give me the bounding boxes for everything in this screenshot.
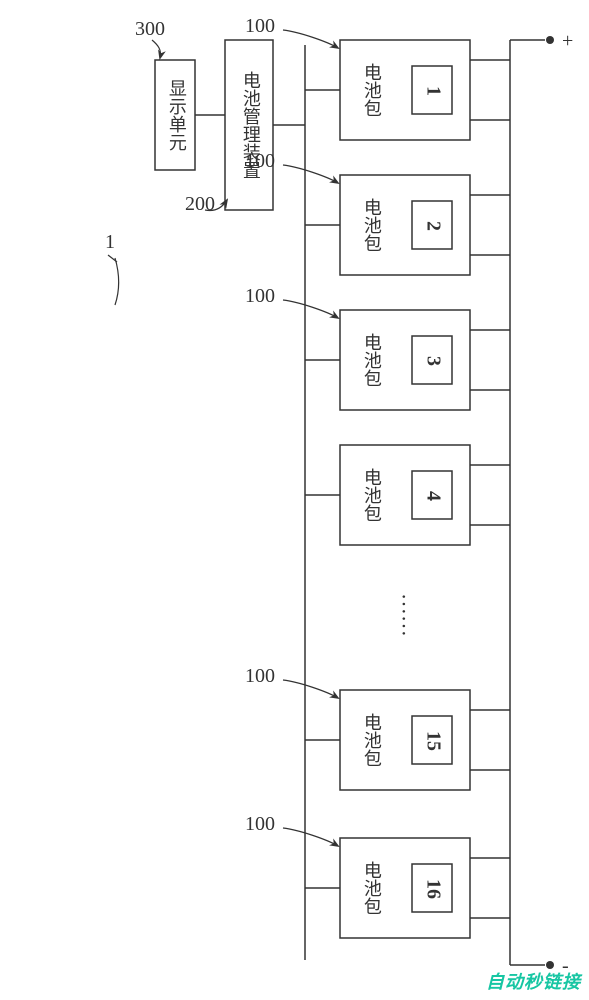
battery-pack-number: 4: [422, 491, 444, 501]
management-device-block: 电池管理装置: [225, 40, 273, 210]
battery-pack-label: 电池包: [362, 63, 382, 117]
battery-pack-block: 电池包 2 100: [245, 150, 510, 275]
ref-200: 200: [185, 193, 215, 215]
ref-300: 300: [135, 18, 165, 40]
ref-1: 1: [105, 231, 115, 253]
battery-pack-number: 1: [422, 86, 444, 96]
battery-pack-block: 电池包 4: [305, 445, 510, 545]
leader-100: [283, 828, 338, 846]
ref-100: 100: [245, 150, 275, 172]
terminal-negative-label: -: [562, 955, 569, 977]
leader-100: [283, 680, 338, 698]
display-unit-label: 显示单元: [167, 79, 187, 151]
battery-pack-block: 电池包 15 100: [245, 665, 510, 790]
battery-pack-number: 16: [422, 879, 444, 899]
leader-100: [283, 30, 338, 48]
ref-100: 100: [245, 813, 275, 835]
leader-100: [283, 165, 338, 183]
ref-100: 100: [245, 665, 275, 687]
battery-pack-label: 电池包: [362, 468, 382, 522]
battery-pack-number: 15: [422, 731, 444, 751]
battery-pack-label: 电池包: [362, 198, 382, 252]
battery-packs-group: 电池包 1 100 电池包 2 100 电池包 3 100 电池包 4 电池包 15 100 电池包 16 10…: [245, 15, 510, 938]
battery-pack-block: 电池包 3 100: [245, 285, 510, 410]
battery-pack-block: 电池包 16 100: [245, 813, 510, 938]
leader-1: [115, 258, 119, 305]
battery-pack-number: 2: [422, 221, 444, 231]
ref-100: 100: [245, 15, 275, 37]
battery-pack-block: 电池包 1 100: [245, 15, 510, 140]
battery-pack-label: 电池包: [362, 333, 382, 387]
battery-pack-label: 电池包: [362, 713, 382, 767]
terminal-positive-dot: [546, 36, 554, 44]
diagram-canvas: 显示单元 300 电池管理装置 200 1 + - 电池包 1 100 电池包 2 100…: [0, 0, 589, 1000]
leader-300: [152, 40, 161, 58]
terminal-positive-label: +: [562, 30, 573, 52]
terminal-negative-dot: [546, 961, 554, 969]
leader-100: [283, 300, 338, 318]
battery-pack-label: 电池包: [362, 861, 382, 915]
ellipsis: ……: [398, 593, 423, 637]
display-unit-block: 显示单元: [155, 60, 195, 170]
ref-100: 100: [245, 285, 275, 307]
battery-pack-number: 3: [422, 356, 444, 366]
